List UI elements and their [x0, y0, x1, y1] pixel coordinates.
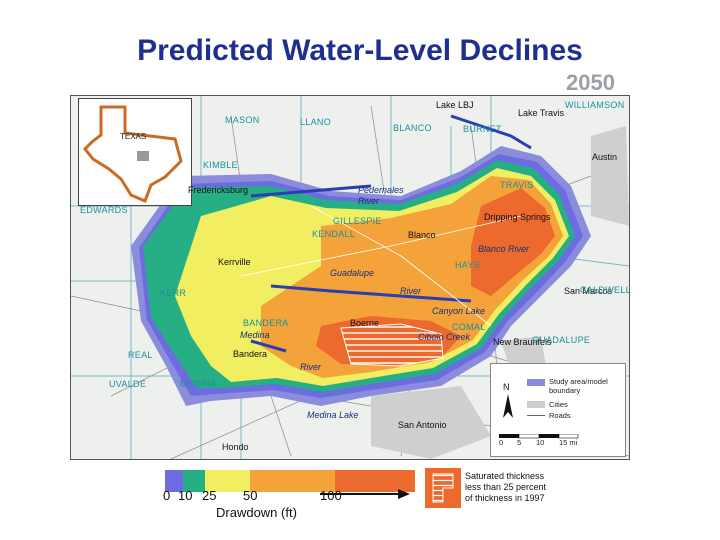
north-arrow-icon: [503, 394, 513, 418]
scale-bar: [499, 434, 579, 439]
inset-label: TEXAS: [120, 132, 147, 141]
drawdown-tick-50: 50: [243, 488, 258, 503]
place-label-kerrville: Kerrville: [218, 257, 251, 267]
river-label-canyon-lake: Canyon Lake: [432, 306, 486, 316]
drawdown-band-over-100: [335, 470, 415, 492]
hatch-legend-line-2: less than 25 percent: [465, 482, 547, 492]
place-label-hondo: Hondo: [222, 442, 249, 452]
county-label-medina: MEDINA: [180, 379, 217, 389]
county-label-caldwell: CALDWELL: [580, 285, 631, 295]
map-frame: [70, 95, 630, 460]
hatch-legend-text: Saturated thickness less than 25 percent…: [465, 471, 575, 504]
city-areas: [371, 126, 629, 459]
county-label-bandera: BANDERA: [243, 318, 289, 328]
place-label-dripping-springs: Dripping Springs: [484, 212, 551, 222]
hatch-legend-swatch: [425, 468, 461, 508]
study-area-marker: [137, 151, 149, 161]
place-label-new-braunfels: New Braunfels: [493, 337, 552, 347]
scale-label-10: 10: [536, 438, 545, 447]
county-label-kerr: KERR: [160, 288, 187, 298]
drawdown-band-0-10: [165, 470, 183, 492]
place-label-bandera: Bandera: [233, 349, 268, 359]
river-label-medina-lake: Medina Lake: [307, 410, 359, 420]
county-label-blanco: BLANCO: [393, 123, 432, 133]
river-label-river: River: [400, 286, 422, 296]
scale-label-5: 5: [517, 438, 522, 447]
river-label-river: River: [300, 362, 322, 372]
scale-label-15: 15 mi: [559, 438, 578, 447]
drawdown-arrow-icon: [320, 489, 410, 499]
drawdown-tick-25: 25: [202, 488, 217, 503]
county-label-kimble: KIMBLE: [203, 160, 238, 170]
place-label-fredericksburg: Fredericksburg: [188, 185, 249, 195]
place-label-san-antonio: San Antonio: [398, 420, 447, 430]
drawdown-label: Drawdown (ft): [216, 505, 297, 520]
drawdown-color-bar: [165, 470, 415, 492]
county-label-uvalde: UVALDE: [109, 379, 147, 389]
place-label-san-marcos: San Marcos: [564, 286, 613, 296]
hatch-legend-line-1: Saturated thickness: [465, 471, 545, 481]
county-label-edwards: EDWARDS: [80, 205, 128, 215]
drawdown-band-25-50: [205, 470, 250, 492]
county-label-comal: COMAL: [452, 322, 486, 332]
drawdown-band-10-25: [183, 470, 205, 492]
legend-swatch-roads: [527, 415, 545, 416]
county-label-guadalupe: GUADALUPE: [532, 335, 591, 345]
county-label-hays: HAYS: [455, 260, 481, 270]
county-label-williamson: WILLIAMSON: [565, 100, 625, 110]
river-label-pedernales: Pedernales: [358, 185, 404, 195]
drawdown-tick-0: 0: [163, 488, 171, 503]
river-label-blanco-river: Blanco River: [478, 244, 530, 254]
river-label-river: River: [358, 196, 380, 206]
drawdown-tick-100: 100: [320, 488, 342, 503]
map-legend: N Study area/model boundary Cities Roads…: [490, 363, 626, 457]
river-label-cibolo-creek: Cibolo Creek: [418, 332, 471, 342]
map-title: Predicted Water-Level Declines: [137, 34, 583, 67]
place-label-lake-lbj: Lake LBJ: [436, 100, 474, 110]
texas-inset-map: TEXAS: [78, 98, 192, 206]
legend-boundary-label: Study area/model boundary: [549, 377, 608, 395]
county-label-real: REAL: [128, 350, 153, 360]
place-label-boerne: Boerne: [350, 318, 380, 328]
map-year: 2050: [566, 70, 615, 95]
county-label-kendall: KENDALL: [312, 229, 356, 239]
place-label-austin: Austin: [592, 152, 618, 162]
place-label-lake-travis: Lake Travis: [518, 108, 565, 118]
county-label-gillespie: GILLESPIE: [333, 216, 382, 226]
legend-swatch-cities: [527, 401, 545, 408]
legend-roads-label: Roads: [549, 411, 571, 420]
rivers: [250, 114, 532, 353]
county-label-llano: LLANO: [300, 117, 332, 127]
drawdown-tick-10: 10: [178, 488, 193, 503]
legend-cities-label: Cities: [549, 400, 568, 409]
legend-swatch-boundary: [527, 379, 545, 386]
interior-lines: [240, 205, 522, 327]
river-label-medina: Medina: [240, 330, 270, 340]
map-canvas: [71, 96, 629, 459]
county-label-burnet: BURNET: [463, 124, 502, 134]
scale-label-0: 0: [499, 438, 504, 447]
river-label-guadalupe: Guadalupe: [330, 268, 375, 278]
place-label-blanco: Blanco: [408, 230, 436, 240]
north-arrow-label: N: [503, 382, 510, 392]
zone-over-100: [316, 188, 555, 366]
drawdown-band-50-100: [250, 470, 335, 492]
county-label-travis: TRAVIS: [500, 180, 534, 190]
hatch-legend-line-3: of thickness in 1997: [465, 493, 545, 503]
low-saturated-thickness-area: [340, 323, 444, 367]
county-label-mason: MASON: [225, 115, 260, 125]
texas-outline-icon: [82, 105, 183, 203]
